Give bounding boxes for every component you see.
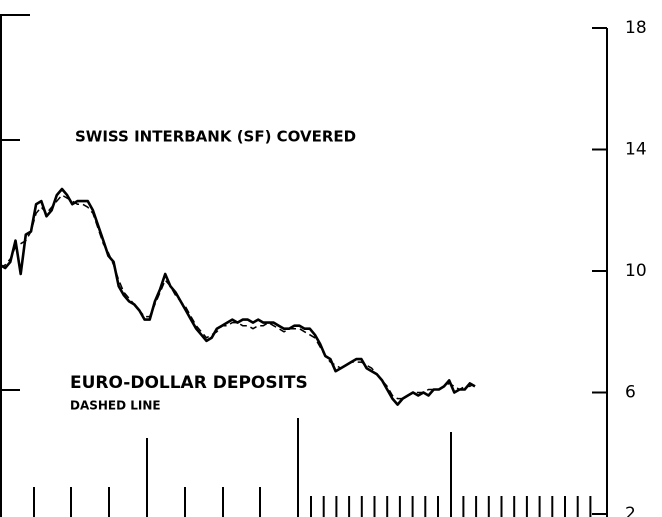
x-tick-marks bbox=[33, 418, 592, 517]
annotation: EURO-DOLLAR DEPOSITS bbox=[70, 373, 308, 393]
y-tick-label: 14 bbox=[625, 140, 647, 160]
annotation: SWISS INTERBANK (SF) COVERED bbox=[75, 128, 356, 146]
y-tick-label: 6 bbox=[625, 383, 636, 403]
y-tick-label: 2 bbox=[625, 504, 636, 517]
dashed-line bbox=[0, 194, 476, 400]
solid-line bbox=[0, 187, 476, 406]
annotation: DASHED LINE bbox=[70, 399, 161, 413]
y-tick-label: 18 bbox=[625, 18, 647, 38]
y-tick-label: 10 bbox=[625, 261, 647, 281]
